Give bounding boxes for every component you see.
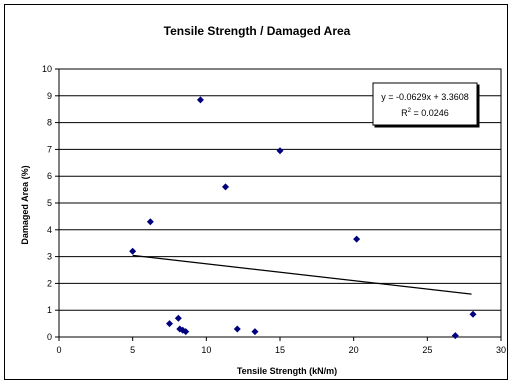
x-tick-label: 30 bbox=[496, 345, 506, 355]
data-point bbox=[276, 147, 284, 155]
x-tick-label: 25 bbox=[422, 345, 432, 355]
y-tick-label: 9 bbox=[47, 91, 52, 101]
chart-frame: Tensile Strength / Damaged Area 0 5 10 15 20… bbox=[4, 4, 508, 380]
y-tick-label: 6 bbox=[47, 171, 52, 181]
data-point bbox=[182, 328, 190, 336]
x-tick-label: 0 bbox=[56, 345, 61, 355]
data-point bbox=[174, 314, 182, 322]
y-tick-label: 10 bbox=[42, 64, 52, 74]
y-tick-label: 5 bbox=[47, 198, 52, 208]
data-point bbox=[221, 183, 229, 191]
y-axis-label: Damaged Area (%) bbox=[20, 165, 30, 244]
y-tick-label: 4 bbox=[47, 225, 52, 235]
x-tick-label: 20 bbox=[349, 345, 359, 355]
gridlines bbox=[59, 95, 501, 311]
x-tick-label: 5 bbox=[130, 345, 135, 355]
chart-title: Tensile Strength / Damaged Area bbox=[164, 24, 351, 38]
data-point bbox=[233, 325, 241, 333]
trendline bbox=[132, 254, 472, 295]
r-squared-value: = 0.0246 bbox=[411, 108, 449, 118]
y-tick-label: 2 bbox=[47, 278, 52, 288]
regression-equation-box: y = -0.0629x + 3.3608 R2 = 0.0246 bbox=[372, 82, 478, 126]
data-point bbox=[129, 247, 137, 255]
y-tick-label: 3 bbox=[47, 252, 52, 262]
x-tick-label: 10 bbox=[201, 345, 211, 355]
r-squared-superscript: 2 bbox=[408, 108, 412, 114]
y-tick-label: 8 bbox=[47, 118, 52, 128]
data-point bbox=[451, 332, 459, 340]
data-point bbox=[251, 328, 259, 336]
data-point bbox=[146, 218, 154, 226]
data-points bbox=[129, 96, 477, 340]
r-squared-label: R2 = 0.0246 bbox=[401, 108, 449, 118]
data-point bbox=[469, 310, 477, 318]
regression-equation: y = -0.0629x + 3.3608 bbox=[381, 92, 469, 102]
data-point bbox=[166, 320, 173, 328]
data-point bbox=[196, 96, 204, 104]
y-tick-label: 7 bbox=[47, 144, 52, 154]
y-axis-ticks: 0 1 2 3 4 5 6 7 8 9 10 bbox=[42, 64, 59, 342]
y-tick-label: 1 bbox=[47, 305, 52, 315]
y-tick-label: 0 bbox=[47, 332, 52, 342]
scatter-chart: Tensile Strength / Damaged Area 0 5 10 15 20… bbox=[20, 24, 506, 376]
data-point bbox=[353, 235, 361, 243]
x-axis-label: Tensile Strength (kN/m) bbox=[237, 366, 337, 376]
equation-box-border bbox=[372, 82, 478, 126]
x-axis-ticks: 0 5 10 15 20 25 30 bbox=[56, 337, 506, 355]
r-squared-prefix: R bbox=[401, 108, 408, 118]
x-tick-label: 15 bbox=[275, 345, 285, 355]
